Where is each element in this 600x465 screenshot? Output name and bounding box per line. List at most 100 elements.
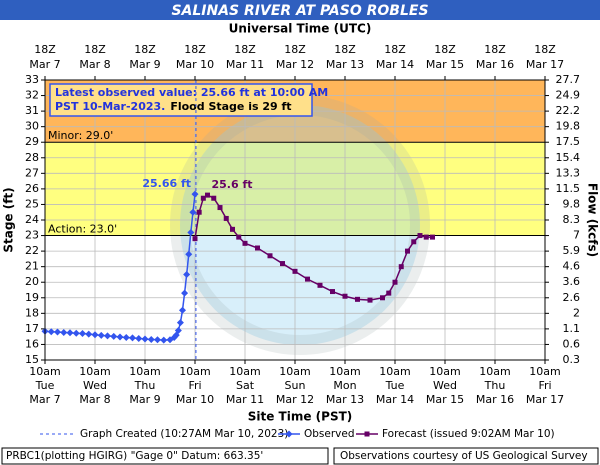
data-point <box>386 290 392 296</box>
y2-tick-label: 13.3 <box>556 166 581 179</box>
y-axis-title: Stage (ft) <box>2 187 16 252</box>
data-point <box>110 332 118 340</box>
data-point <box>122 333 130 341</box>
x-tick-label: 10am <box>379 365 410 378</box>
y-tick-label: 24 <box>25 213 39 226</box>
y-tick-label: 33 <box>25 73 39 86</box>
data-point <box>367 297 373 303</box>
data-point <box>411 239 417 245</box>
data-point <box>211 195 217 201</box>
x2-tick-label: 18Z <box>284 43 306 56</box>
data-point <box>47 328 55 336</box>
x-tick-date: Mar 15 <box>426 393 464 406</box>
data-point <box>179 306 186 314</box>
y2-axis-title: Flow (kcfs) <box>586 183 600 257</box>
data-point <box>305 276 310 282</box>
y2-tick-label: 9.8 <box>563 197 581 210</box>
legend-marker <box>285 430 293 438</box>
plot-frame <box>44 79 546 361</box>
x2-tick-date: Mar 14 <box>376 58 414 71</box>
data-point <box>217 205 223 211</box>
data-point <box>189 208 197 216</box>
data-point <box>392 279 398 285</box>
y2-tick-label: 2 <box>573 306 580 319</box>
x-tick-label: 10am <box>279 365 310 378</box>
y2-tick-label: 0.6 <box>563 337 581 350</box>
data-point <box>355 296 360 302</box>
y2-tick-label: 4.6 <box>563 260 581 273</box>
x-tick-label: 10am <box>479 365 510 378</box>
x-tick-date: Mar 8 <box>79 393 110 406</box>
y-tick-label: 26 <box>25 182 39 195</box>
data-point <box>267 253 273 259</box>
data-point <box>147 335 155 343</box>
data-point <box>280 261 285 267</box>
x-tick-day: Fri <box>188 379 201 392</box>
y-tick-label: 22 <box>25 244 39 257</box>
footer-right: Observations courtesy of US Geological S… <box>340 450 588 462</box>
data-point <box>185 250 193 258</box>
data-point <box>104 332 111 340</box>
y-tick-label: 15 <box>25 353 39 366</box>
y2-tick-label: 19.8 <box>556 120 581 133</box>
info-box <box>49 83 313 117</box>
info-line2: PST 10-Mar-2023. Flood Stage is 29 ft <box>55 100 292 113</box>
data-point <box>79 330 86 338</box>
value-label: 25.66 ft <box>142 177 191 190</box>
y-tick-label: 20 <box>25 275 39 288</box>
y-tick-label: 32 <box>25 89 39 102</box>
data-point <box>405 248 410 254</box>
data-point <box>196 209 202 215</box>
legend-label: Graph Created (10:27AM Mar 10, 2023) <box>80 428 288 440</box>
x2-tick-date: Mar 17 <box>526 58 564 71</box>
x-tick-day: Tue <box>35 379 55 392</box>
data-point <box>66 329 74 337</box>
data-point <box>85 330 93 338</box>
legend-label: Forecast (issued 9:02AM Mar 10) <box>382 428 555 440</box>
y-tick-label: 27 <box>25 166 39 179</box>
x-axis-title: Site Time (PST) <box>248 410 353 424</box>
x-tick-label: 10am <box>329 365 360 378</box>
x-tick-day: Thu <box>484 379 506 392</box>
y2-tick-label: 17.5 <box>556 135 581 148</box>
x2-tick-label: 18Z <box>234 43 256 56</box>
y2-tick-label: 11.5 <box>556 182 581 195</box>
x2-tick-label: 18Z <box>34 43 56 56</box>
x-tick-label: 10am <box>129 365 160 378</box>
info-flood: Flood Stage is 29 ft <box>170 100 291 113</box>
data-point <box>342 293 348 299</box>
title-bar <box>0 0 600 20</box>
watermark <box>180 105 420 345</box>
x-tick-date: Mar 7 <box>29 393 60 406</box>
data-point <box>97 331 105 339</box>
data-point <box>176 319 184 327</box>
data-point <box>91 331 99 339</box>
chart-title: SALINAS RIVER AT PASO ROBLES <box>171 3 428 19</box>
x-tick-day: Wed <box>83 379 107 392</box>
x2-tick-label: 18Z <box>484 43 506 56</box>
y-tick-label: 23 <box>25 229 39 242</box>
data-point <box>181 289 189 297</box>
x-tick-day: Thu <box>134 379 156 392</box>
x2-tick-date: Mar 12 <box>276 58 314 71</box>
x-tick-date: Mar 14 <box>376 393 414 406</box>
data-point <box>242 240 248 246</box>
x2-tick-label: 18Z <box>434 43 456 56</box>
x-tick-date: Mar 11 <box>226 393 264 406</box>
y-tick-label: 28 <box>25 151 39 164</box>
data-point <box>380 295 385 301</box>
footer-left-box <box>1 447 329 465</box>
data-point <box>60 328 68 336</box>
x2-tick-label: 18Z <box>184 43 206 56</box>
data-point <box>255 245 260 251</box>
x2-tick-date: Mar 7 <box>29 58 60 71</box>
x2-tick-label: 18Z <box>384 43 406 56</box>
threshold-label: Action: 23.0' <box>48 223 117 236</box>
x2-tick-label: 18Z <box>84 43 106 56</box>
data-point <box>154 336 161 344</box>
data-point <box>183 270 191 278</box>
x-tick-date: Mar 13 <box>326 393 364 406</box>
y2-tick-label: 15.4 <box>556 151 581 164</box>
data-point <box>317 282 323 288</box>
